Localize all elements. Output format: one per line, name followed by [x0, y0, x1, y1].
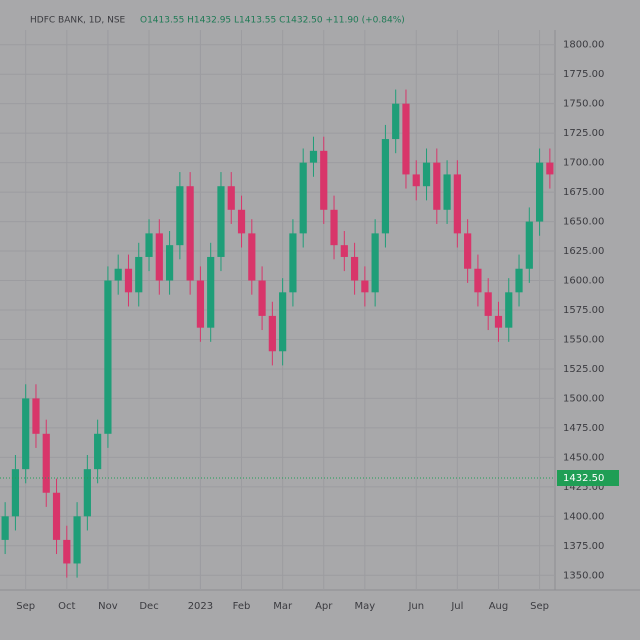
y-tick-label: 1775.00 — [563, 69, 604, 80]
y-tick-label: 1650.00 — [563, 217, 604, 228]
candle-body — [94, 433, 102, 470]
candle-body — [453, 174, 461, 234]
candle-body — [63, 539, 71, 564]
candle-body — [371, 233, 379, 293]
x-tick-label: Feb — [233, 601, 251, 612]
y-tick-label: 1600.00 — [563, 276, 604, 287]
x-tick-label: Dec — [139, 601, 158, 612]
candle-body — [73, 516, 81, 564]
x-tick-label: Mar — [273, 601, 293, 612]
y-tick-label: 1575.00 — [563, 305, 604, 316]
y-tick-label: 1375.00 — [563, 541, 604, 552]
last-price-badge — [557, 470, 619, 486]
candle-body — [402, 103, 410, 175]
y-tick-label: 1550.00 — [563, 334, 604, 345]
y-tick-label: 1675.00 — [563, 187, 604, 198]
candle-body — [340, 245, 348, 257]
candle-body — [505, 292, 513, 328]
x-tick-label: Jul — [450, 601, 463, 612]
x-tick-label: Nov — [98, 601, 118, 612]
candle-body — [83, 469, 91, 517]
candle-body — [433, 162, 441, 210]
candle-body — [217, 186, 225, 257]
ohlc-readout: O1413.55 H1432.95 L1413.55 C1432.50 +11.… — [140, 16, 405, 26]
x-tick-label: 2023 — [188, 601, 213, 612]
y-tick-label: 1400.00 — [563, 511, 604, 522]
candle-body — [392, 103, 400, 140]
candle-body — [124, 268, 133, 293]
candle-body — [42, 433, 50, 493]
x-tick-label: Apr — [315, 601, 333, 612]
candle-body — [104, 280, 112, 434]
chart-title: HDFC BANK, 1D, NSE — [30, 16, 126, 26]
candle-body — [145, 233, 153, 257]
candle-body — [176, 186, 184, 246]
candle-body — [227, 186, 235, 210]
candle-body — [309, 150, 318, 163]
candle-body — [165, 245, 174, 281]
candle-body — [258, 280, 266, 316]
x-tick-label: Oct — [58, 601, 75, 612]
x-tick-label: Sep — [16, 601, 35, 612]
y-tick-label: 1350.00 — [563, 570, 604, 581]
candle-body — [135, 256, 143, 293]
candle-body — [289, 233, 297, 293]
candle-body — [11, 469, 20, 517]
candle-body — [494, 315, 503, 328]
candle-body — [412, 174, 420, 187]
candle-body — [546, 162, 554, 175]
y-tick-label: 1700.00 — [563, 158, 604, 169]
candle-body — [1, 516, 9, 540]
candle-body — [248, 233, 256, 281]
candle-body — [237, 209, 246, 234]
candle-body — [525, 221, 533, 269]
candle-body — [361, 280, 369, 293]
y-tick-label: 1750.00 — [563, 99, 604, 110]
x-tick-label: May — [355, 601, 376, 612]
x-tick-label: Jun — [407, 601, 424, 612]
candle-body — [464, 233, 472, 269]
y-tick-label: 1625.00 — [563, 246, 604, 257]
candle-body — [32, 398, 40, 434]
candle-body — [299, 162, 307, 234]
candle-body — [474, 268, 482, 293]
candle-body — [22, 398, 30, 470]
candle-body — [535, 162, 544, 222]
candle-body — [279, 292, 287, 352]
candle-body — [155, 233, 163, 281]
candle-body — [207, 256, 215, 328]
x-tick-label: Aug — [489, 601, 509, 612]
y-tick-label: 1525.00 — [563, 364, 604, 375]
last-price-label: 1432.50 — [563, 473, 604, 484]
candle-body — [350, 256, 359, 281]
candle-body — [268, 315, 276, 352]
y-tick-label: 1500.00 — [563, 393, 604, 404]
y-tick-label: 1475.00 — [563, 423, 604, 434]
candle-body — [443, 174, 451, 210]
x-tick-label: Sep — [530, 601, 549, 612]
candle-body — [381, 139, 390, 234]
candle-body — [196, 280, 205, 328]
y-tick-label: 1800.00 — [563, 40, 604, 51]
candle-body — [114, 268, 122, 281]
candle-body — [422, 162, 431, 187]
candle-body — [52, 492, 61, 540]
y-tick-label: 1450.00 — [563, 452, 604, 463]
y-tick-label: 1425.00 — [563, 482, 604, 493]
candle-body — [515, 268, 523, 293]
candle-body — [320, 150, 328, 210]
y-tick-label: 1725.00 — [563, 128, 604, 139]
candle-body — [186, 186, 194, 281]
candle-body — [330, 209, 338, 246]
candle-body — [484, 292, 492, 316]
